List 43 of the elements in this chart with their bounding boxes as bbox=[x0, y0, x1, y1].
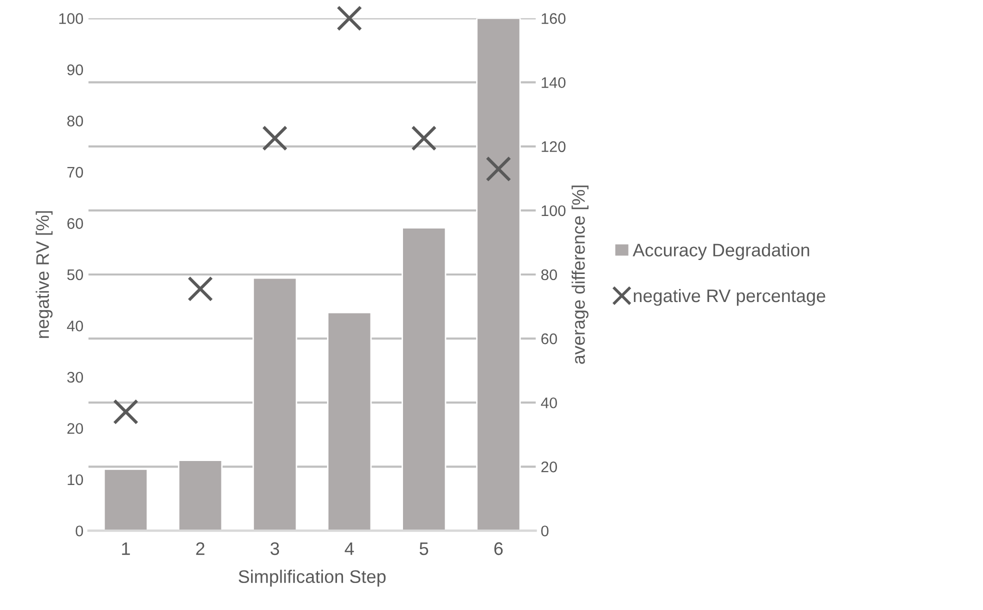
point bbox=[113, 399, 138, 425]
point bbox=[262, 125, 288, 151]
x-tick-label: 6 bbox=[494, 542, 503, 556]
y2-tick-label: 60 bbox=[541, 333, 557, 344]
y-tick-label: 90 bbox=[67, 64, 84, 76]
point bbox=[188, 276, 214, 302]
y2-tick-label: 40 bbox=[540, 397, 557, 408]
y2-tick-label: 120 bbox=[542, 141, 566, 152]
x-axis-title: Simplification Step bbox=[238, 570, 386, 587]
y-tick-label: 80 bbox=[67, 116, 84, 126]
y-tick-label: 20 bbox=[67, 423, 84, 434]
x-tick-label: 3 bbox=[270, 542, 280, 556]
y-tick-label: 10 bbox=[68, 474, 84, 486]
x-tick-label: 5 bbox=[420, 542, 428, 556]
y-tick-label: 100 bbox=[59, 13, 84, 24]
y2-tick-label: 100 bbox=[542, 205, 566, 216]
bar bbox=[178, 460, 223, 531]
y-tick-label: 30 bbox=[67, 372, 84, 383]
y-tick-label: 60 bbox=[67, 218, 84, 229]
y-tick-label: 40 bbox=[66, 320, 84, 332]
bar bbox=[252, 277, 298, 531]
y2-axis-title: average difference [%] bbox=[572, 186, 588, 364]
x-tick-label: 1 bbox=[122, 542, 130, 555]
bar bbox=[327, 312, 372, 531]
bar bbox=[402, 227, 446, 531]
x-tick-label: 2 bbox=[196, 542, 204, 555]
y-tick-label: 70 bbox=[67, 166, 84, 178]
bar bbox=[476, 18, 521, 531]
point bbox=[411, 125, 437, 151]
point bbox=[486, 156, 512, 182]
point bbox=[336, 6, 362, 32]
x-tick-label: 4 bbox=[344, 542, 354, 555]
y-tick-label: 50 bbox=[67, 269, 84, 280]
legend-label: Accuracy Degradation bbox=[632, 243, 810, 260]
y-axis-title: negative RV [%] bbox=[36, 211, 53, 338]
y2-tick-label: 80 bbox=[541, 269, 557, 280]
y2-tick-label: 160 bbox=[542, 13, 566, 24]
y-tick-label: 0 bbox=[76, 526, 84, 536]
y2-tick-label: 0 bbox=[541, 526, 548, 536]
y2-tick-label: 140 bbox=[542, 77, 566, 88]
y2-tick-label: 20 bbox=[541, 462, 557, 472]
legend-label: negative RV percentage bbox=[634, 288, 826, 306]
bar bbox=[103, 468, 148, 531]
